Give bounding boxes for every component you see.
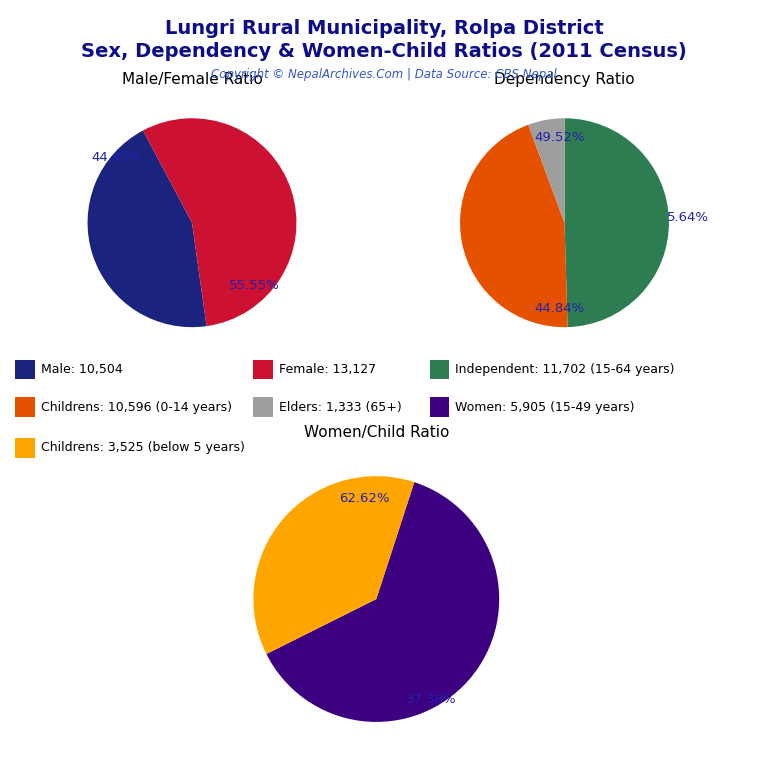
Bar xyxy=(15,439,35,458)
Text: Independent: 11,702 (15-64 years): Independent: 11,702 (15-64 years) xyxy=(455,363,675,376)
Wedge shape xyxy=(460,124,568,327)
Text: 62.62%: 62.62% xyxy=(339,492,389,505)
Text: Lungri Rural Municipality, Rolpa District: Lungri Rural Municipality, Rolpa Distric… xyxy=(164,19,604,38)
Title: Dependency Ratio: Dependency Ratio xyxy=(494,72,635,87)
Text: 44.45%: 44.45% xyxy=(91,151,142,164)
Text: 55.55%: 55.55% xyxy=(230,279,280,292)
Wedge shape xyxy=(253,476,414,654)
Text: Childrens: 10,596 (0-14 years): Childrens: 10,596 (0-14 years) xyxy=(41,401,232,413)
Wedge shape xyxy=(564,118,669,327)
Wedge shape xyxy=(143,118,296,326)
Text: 44.84%: 44.84% xyxy=(534,302,584,315)
Text: Copyright © NepalArchives.Com | Data Source: CBS Nepal: Copyright © NepalArchives.Com | Data Sou… xyxy=(211,68,557,81)
Text: Elders: 1,333 (65+): Elders: 1,333 (65+) xyxy=(279,401,402,413)
Bar xyxy=(430,359,449,379)
Text: Male: 10,504: Male: 10,504 xyxy=(41,363,122,376)
Title: Women/Child Ratio: Women/Child Ratio xyxy=(303,425,449,440)
Wedge shape xyxy=(266,482,499,722)
Text: 37.38%: 37.38% xyxy=(406,694,457,707)
Text: 49.52%: 49.52% xyxy=(534,131,584,144)
Title: Male/Female Ratio: Male/Female Ratio xyxy=(121,72,263,87)
Text: Childrens: 3,525 (below 5 years): Childrens: 3,525 (below 5 years) xyxy=(41,442,244,455)
Wedge shape xyxy=(528,118,564,223)
Bar xyxy=(15,397,35,417)
Bar xyxy=(15,359,35,379)
Bar xyxy=(253,359,273,379)
Text: 5.64%: 5.64% xyxy=(667,211,709,224)
Text: Women: 5,905 (15-49 years): Women: 5,905 (15-49 years) xyxy=(455,401,635,413)
Wedge shape xyxy=(88,131,207,327)
Bar xyxy=(430,397,449,417)
Text: Sex, Dependency & Women-Child Ratios (2011 Census): Sex, Dependency & Women-Child Ratios (20… xyxy=(81,42,687,61)
Text: Female: 13,127: Female: 13,127 xyxy=(279,363,376,376)
Bar xyxy=(253,397,273,417)
